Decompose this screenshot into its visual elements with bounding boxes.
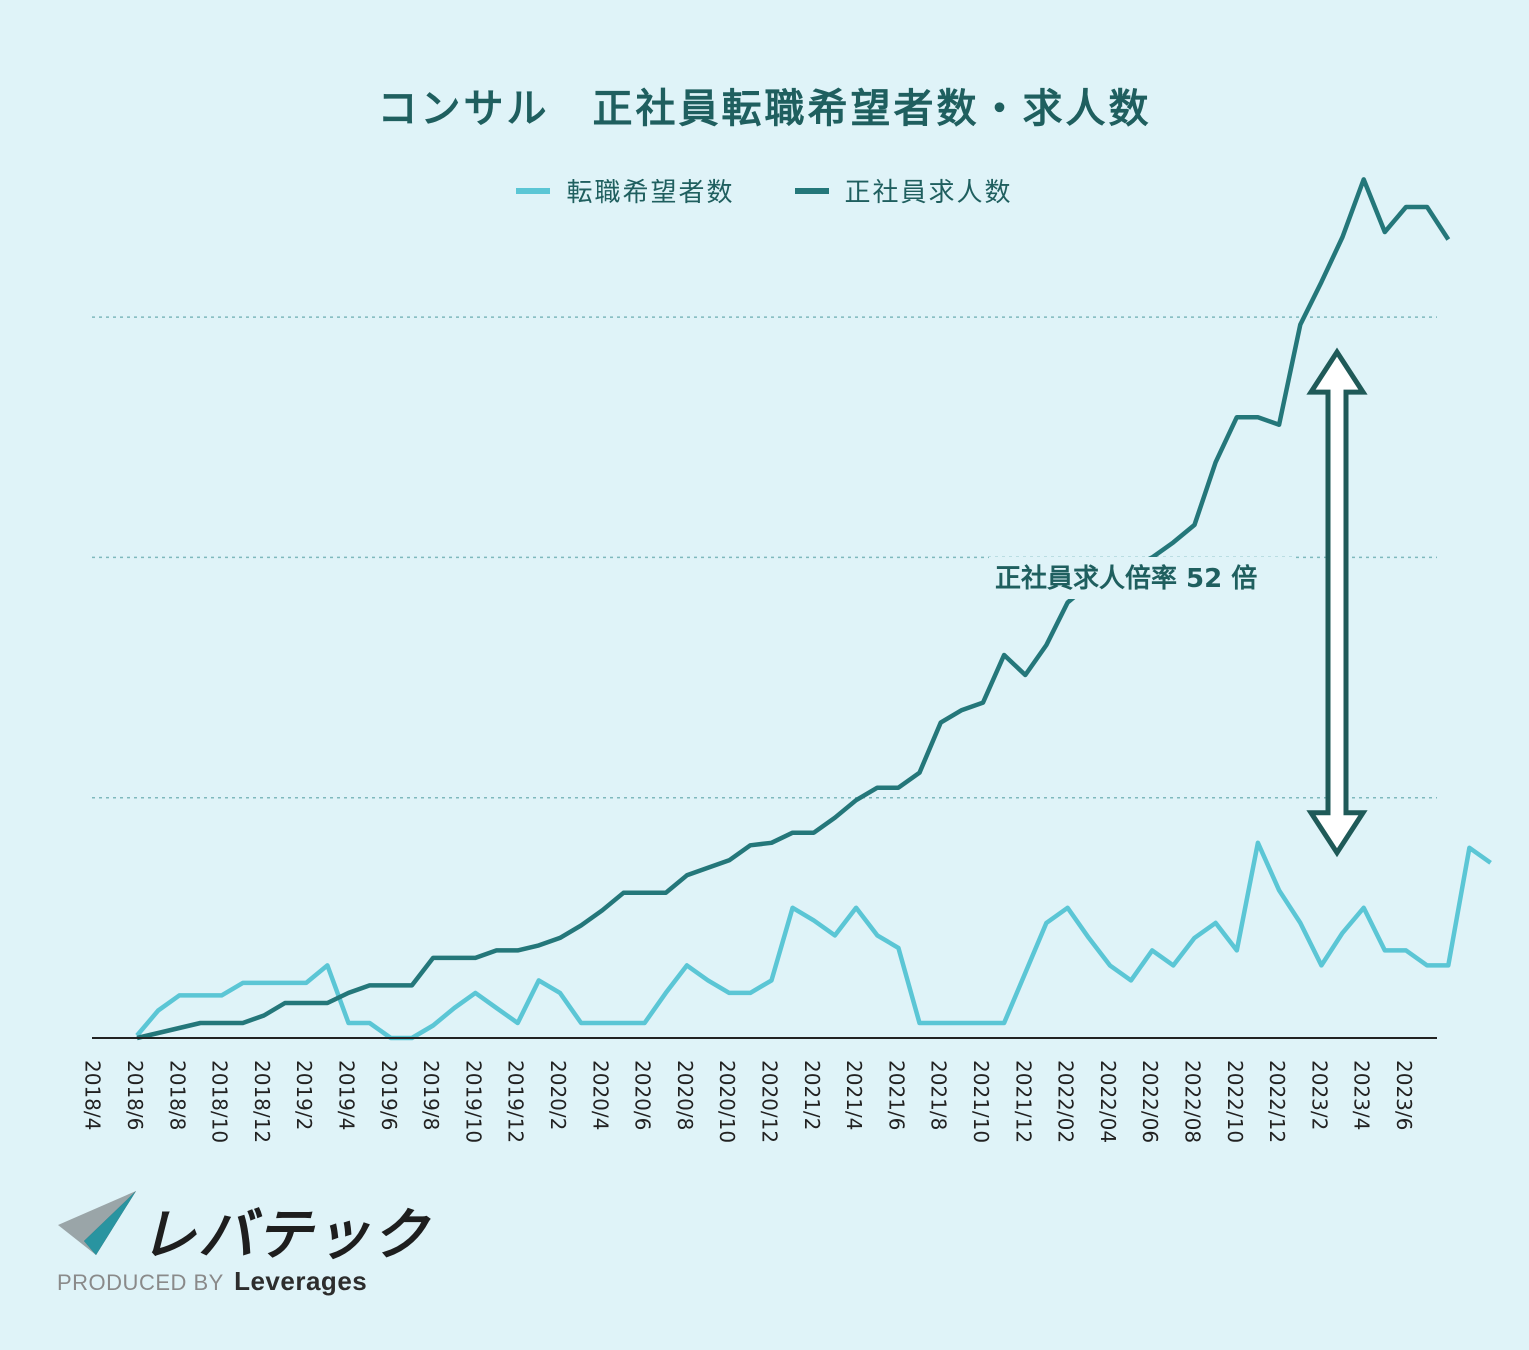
legend-swatch-jobs (794, 187, 829, 194)
x-tick-label: 2020/10 (715, 1060, 739, 1143)
x-tick-label: 2022/08 (1181, 1060, 1205, 1143)
levatech-logo (58, 1191, 136, 1255)
x-tick-label: 2021/8 (927, 1060, 951, 1130)
ratio-double-arrow (1306, 347, 1368, 858)
x-tick-label: 2020/2 (546, 1060, 570, 1130)
x-tick-label: 2018/12 (250, 1060, 274, 1143)
x-tick-label: 2022/02 (1054, 1060, 1078, 1143)
x-tick-label: 2019/6 (377, 1060, 401, 1130)
x-tick-label: 2019/4 (335, 1060, 359, 1130)
legend-label-jobs: 正社員求人数 (844, 178, 1013, 208)
x-tick-label: 2022/04 (1096, 1060, 1120, 1143)
x-tick-label: 2018/6 (123, 1060, 147, 1130)
x-tick-label: 2022/10 (1223, 1060, 1247, 1143)
x-tick-label: 2022/12 (1265, 1060, 1289, 1143)
x-tick-label: 2023/6 (1392, 1060, 1416, 1130)
annotation-background (989, 557, 1295, 599)
logo-mark-teal (84, 1191, 136, 1255)
x-tick-label: 2018/8 (165, 1060, 189, 1130)
line-chart: 2018/4 2018/6 2018/8 2018/10 2018/12 2019/2 20… (81, 177, 1492, 1143)
chart-title: コンサル 正社員転職希望者数・求人数 (377, 86, 1152, 132)
x-tick-label: 2021/10 (969, 1060, 993, 1143)
series-line-applicants (135, 840, 1492, 1041)
annotation-text: 正社員求人倍率 52 倍 (995, 563, 1257, 594)
x-tick-label: 2018/10 (208, 1060, 232, 1143)
legend-item-applicants: 転職希望者数 (516, 172, 734, 209)
produced-by: PRODUCED BY Leverages (57, 1266, 367, 1297)
x-tick-label: 2020/8 (673, 1060, 697, 1130)
x-tick-label: 2021/2 (800, 1060, 824, 1130)
x-tick-label: 2021/12 (1011, 1060, 1035, 1143)
x-tick-label: 2023/4 (1350, 1060, 1374, 1130)
x-tick-label: 2021/6 (884, 1060, 908, 1130)
x-tick-label: 2022/06 (1138, 1060, 1162, 1143)
x-tick-label: 2020/12 (758, 1060, 782, 1143)
x-tick-label: 2019/8 (419, 1060, 443, 1130)
legend-item-jobs: 正社員求人数 (794, 172, 1013, 209)
x-tick-label: 2020/4 (588, 1060, 612, 1130)
company-name: Leverages (234, 1266, 368, 1296)
x-tick-label: 2021/4 (842, 1060, 866, 1130)
produced-by-label: PRODUCED BY (57, 1270, 224, 1295)
x-tick-label: 2023/2 (1307, 1060, 1331, 1130)
legend: 転職希望者数 正社員求人数 (0, 172, 1529, 209)
series-line-jobs (136, 177, 1451, 1041)
x-tick-label: 2019/12 (504, 1060, 528, 1143)
x-tick-label: 2019/10 (461, 1060, 485, 1143)
logo-text: レバテック (140, 1203, 430, 1268)
x-tick-label: 2018/4 (81, 1060, 105, 1130)
logo-mark-grey (58, 1191, 136, 1255)
legend-swatch-applicants (516, 187, 551, 194)
x-tick-label: 2020/6 (631, 1060, 655, 1130)
legend-label-applicants: 転職希望者数 (566, 178, 735, 208)
x-tick-label: 2019/2 (292, 1060, 316, 1130)
